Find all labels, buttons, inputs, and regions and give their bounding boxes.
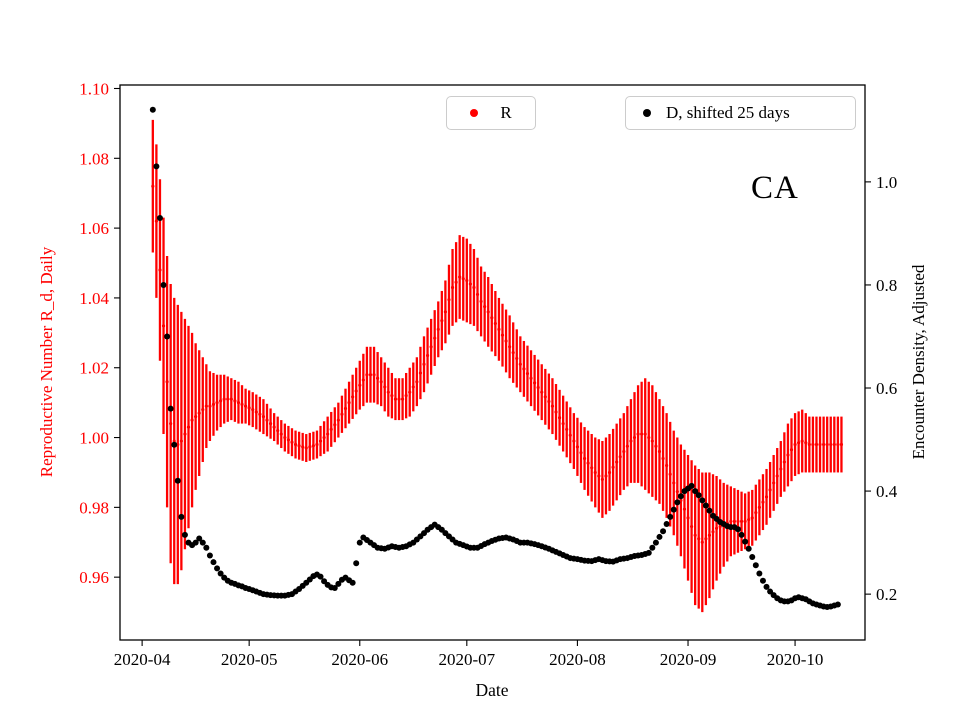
svg-text:0.4: 0.4 xyxy=(876,482,898,501)
svg-text:1.06: 1.06 xyxy=(79,219,109,238)
svg-text:2020-09: 2020-09 xyxy=(660,650,717,669)
y-axis-right-ticks: 0.2 0.4 0.6 0.8 1.0 xyxy=(865,173,898,604)
legend-d-label: D, shifted 25 days xyxy=(666,103,790,122)
legend-r: R xyxy=(446,96,536,130)
svg-text:1.04: 1.04 xyxy=(79,289,109,308)
y-axis-left-ticks: 0.96 0.98 1.00 1.02 1.04 1.06 1.08 1.10 xyxy=(79,79,120,587)
state-annotation: CA xyxy=(751,170,799,206)
svg-text:0.2: 0.2 xyxy=(876,585,897,604)
svg-text:2020-08: 2020-08 xyxy=(549,650,606,669)
svg-text:2020-06: 2020-06 xyxy=(331,650,388,669)
r-center-dots xyxy=(151,184,844,544)
y-axis-label-left: Reproductive Number R_d, Daily xyxy=(37,246,56,478)
svg-text:0.96: 0.96 xyxy=(79,568,109,587)
legend-r-label: R xyxy=(500,103,512,122)
svg-text:1.02: 1.02 xyxy=(79,359,109,378)
svg-text:1.0: 1.0 xyxy=(876,173,897,192)
y-axis-label-right: Encounter Density, Adjusted xyxy=(909,264,928,460)
svg-text:1.10: 1.10 xyxy=(79,79,109,98)
svg-text:2020-04: 2020-04 xyxy=(114,650,171,669)
svg-text:2020-05: 2020-05 xyxy=(221,650,278,669)
svg-text:2020-07: 2020-07 xyxy=(438,650,495,669)
svg-text:0.8: 0.8 xyxy=(876,276,897,295)
x-axis-label: Date xyxy=(475,680,509,700)
r-marker-icon xyxy=(470,109,479,117)
svg-text:0.98: 0.98 xyxy=(79,498,109,517)
legend-d: D, shifted 25 days xyxy=(625,96,856,130)
axes-frame xyxy=(119,84,866,641)
d-marker-icon xyxy=(643,109,651,117)
svg-text:1.08: 1.08 xyxy=(79,149,109,168)
svg-text:1.00: 1.00 xyxy=(79,428,109,447)
svg-text:0.6: 0.6 xyxy=(876,379,897,398)
svg-text:2020-10: 2020-10 xyxy=(767,650,824,669)
x-axis-ticks: 2020-04 2020-05 2020-06 2020-07 2020-08 2020-… xyxy=(114,640,824,669)
d-scatter xyxy=(149,106,841,611)
